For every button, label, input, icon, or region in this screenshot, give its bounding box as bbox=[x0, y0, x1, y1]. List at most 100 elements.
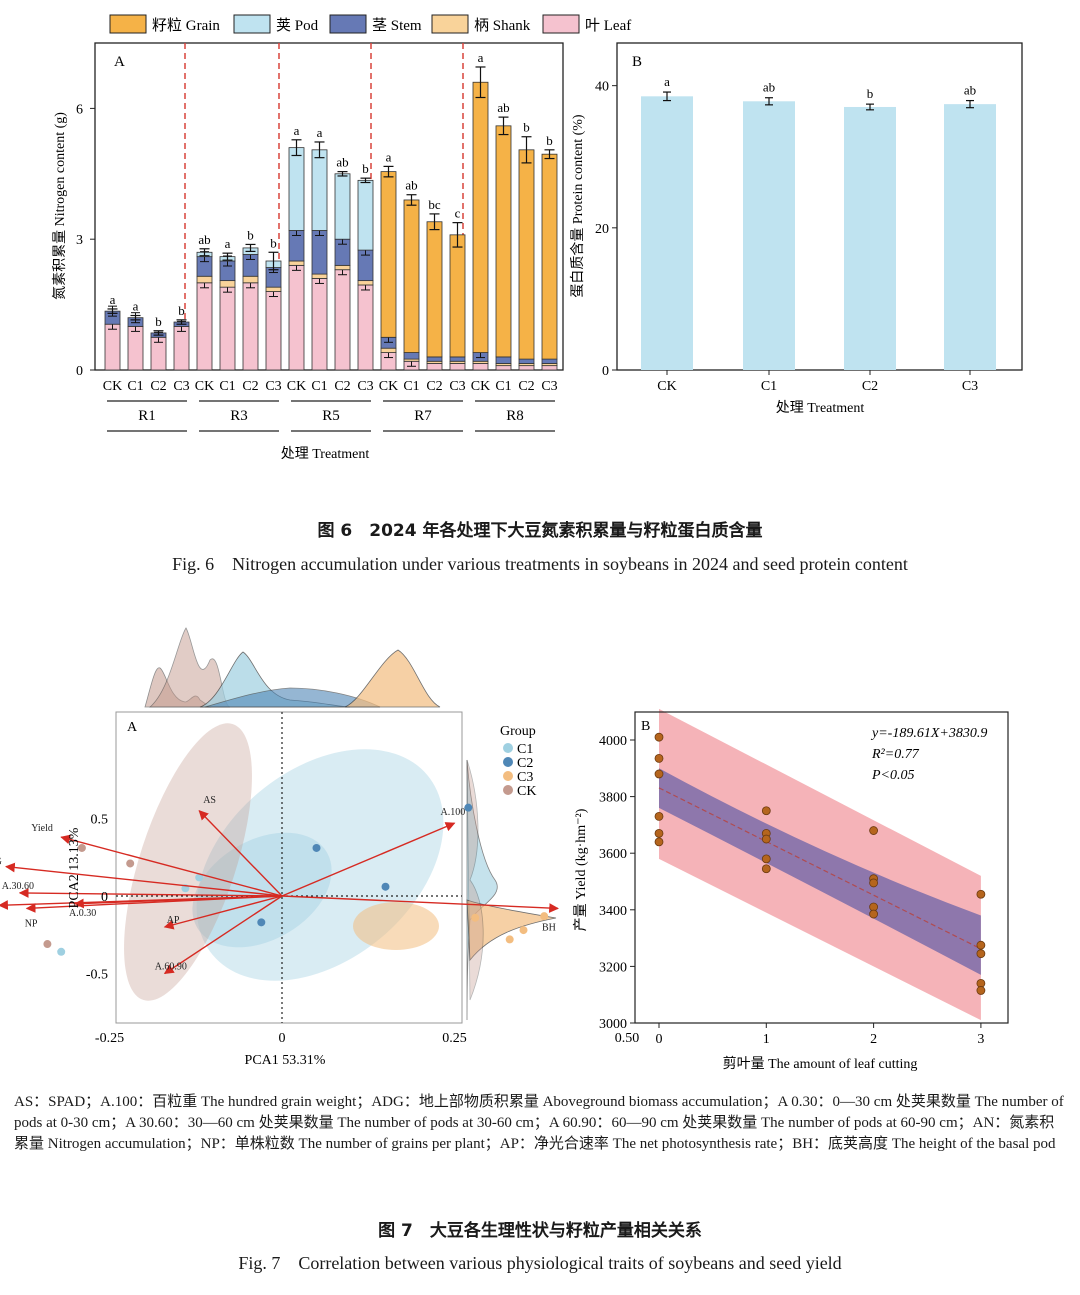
legend-dot-c2 bbox=[503, 757, 513, 767]
vector-label: A.60.90 bbox=[155, 962, 187, 973]
vector-label: ADG bbox=[0, 857, 2, 868]
legend-label: CK bbox=[517, 784, 536, 799]
protein-bar bbox=[641, 96, 693, 370]
y-axis-label: 蛋白质含量 Protein content (%) bbox=[570, 114, 586, 297]
bar-segment-stem bbox=[518, 358, 535, 364]
fig7-panel-a-pca: AASA.100YieldADGA.30.60A.0.30ANNPAPBHA.6… bbox=[0, 627, 639, 1068]
loading-vector bbox=[0, 895, 283, 910]
bar-segment-shank bbox=[380, 347, 397, 353]
legend-swatch bbox=[109, 14, 147, 34]
bar-segment-grain bbox=[403, 199, 420, 353]
significance-letter: b bbox=[155, 314, 162, 329]
x-tick-label: C3 bbox=[265, 379, 281, 394]
legend-swatch bbox=[542, 14, 580, 34]
bar-segment-shank bbox=[288, 260, 305, 266]
data-point bbox=[761, 854, 771, 864]
bar-segment-leaf bbox=[495, 365, 512, 371]
bar-segment-leaf bbox=[449, 363, 466, 371]
protein-bar bbox=[844, 106, 896, 370]
y-tick-label: 0 bbox=[76, 364, 83, 379]
loading-vector bbox=[25, 895, 283, 913]
y-tick-label: -0.5 bbox=[86, 968, 108, 983]
bar-segment-grain bbox=[518, 149, 535, 360]
fig6-caption-cn: 图 6 2024 年各处理下大豆氮素积累量与籽粒蛋白质含量 bbox=[317, 521, 763, 541]
bar-segment-leaf bbox=[265, 291, 282, 371]
stage-label: R8 bbox=[506, 408, 524, 424]
significance-letter: a bbox=[133, 299, 139, 314]
bar-segment-stem bbox=[403, 352, 420, 360]
point-c3 bbox=[519, 926, 528, 935]
data-point bbox=[869, 826, 878, 835]
significance-letter: a bbox=[317, 125, 323, 140]
fig7-caption-en: Fig. 7 Correlation between various physi… bbox=[238, 1253, 842, 1273]
vector-label: NP bbox=[25, 918, 38, 929]
x-tick-label: C2 bbox=[242, 379, 258, 394]
fig6-legend: 籽粒 Grain 荚 Pod 茎 Stem 柄 Shank 叶 Leaf bbox=[109, 14, 631, 34]
legend-swatch bbox=[233, 14, 271, 34]
x-axis-label: 处理 Treatment bbox=[776, 400, 865, 416]
point-ck bbox=[43, 940, 52, 949]
data-point bbox=[654, 837, 664, 847]
significance-letter: b bbox=[523, 120, 530, 135]
bar-segment-shank bbox=[219, 280, 236, 288]
x-axis-label: 处理 Treatment bbox=[281, 446, 370, 462]
bar-segment-shank bbox=[242, 275, 259, 284]
y-tick-label: 6 bbox=[76, 102, 83, 117]
y-tick-label: 0 bbox=[101, 890, 108, 905]
bar-segment-leaf bbox=[127, 325, 144, 371]
x-tick-label: CK bbox=[195, 379, 214, 394]
legend-label: 籽粒 Grain bbox=[152, 17, 220, 34]
data-point bbox=[976, 949, 986, 959]
plot-frame bbox=[634, 711, 1009, 1024]
regression-annotation: R²=0.77 bbox=[871, 747, 920, 762]
bar-segment-leaf bbox=[311, 278, 328, 371]
y-tick-label: 20 bbox=[595, 222, 609, 237]
bar-segment-pod bbox=[357, 179, 374, 251]
panel-label: B bbox=[632, 54, 642, 70]
plot-frame bbox=[616, 42, 1023, 371]
x-tick-label: C2 bbox=[518, 379, 534, 394]
x-tick-label: C2 bbox=[862, 379, 878, 394]
x-axis-label: PCA1 53.31% bbox=[245, 1053, 326, 1068]
legend-label: C3 bbox=[517, 770, 533, 785]
plot-frame bbox=[115, 711, 463, 1024]
point-c3 bbox=[540, 912, 549, 921]
y-tick-label: 3 bbox=[76, 233, 83, 248]
point-c1 bbox=[57, 947, 66, 956]
x-tick-label: 3 bbox=[977, 1032, 984, 1047]
legend-label: 柄 Shank bbox=[474, 17, 531, 34]
x-tick-label: C3 bbox=[541, 379, 557, 394]
stage-label: R1 bbox=[138, 408, 156, 424]
significance-letter: b bbox=[270, 235, 277, 250]
data-point bbox=[761, 864, 771, 874]
stage-label: R3 bbox=[230, 408, 248, 424]
bar-segment-stem bbox=[541, 358, 558, 364]
significance-letter: b bbox=[546, 133, 553, 148]
bar-segment-shank bbox=[265, 286, 282, 292]
point-c2 bbox=[257, 918, 266, 927]
confidence-band bbox=[659, 768, 981, 975]
data-point bbox=[976, 940, 986, 950]
legend-label: C2 bbox=[517, 756, 533, 771]
ellipse-ck bbox=[124, 723, 252, 1001]
significance-letter: a bbox=[478, 50, 484, 65]
y-tick-label: 3000 bbox=[599, 1017, 627, 1032]
significance-letter: ab bbox=[497, 100, 509, 115]
x-tick-label: C1 bbox=[127, 379, 143, 394]
bar-segment-grain bbox=[380, 171, 397, 338]
loading-vector bbox=[163, 895, 283, 975]
bar-segment-stem bbox=[311, 230, 328, 275]
point-c2 bbox=[464, 803, 473, 812]
significance-letter: ab bbox=[198, 232, 210, 247]
x-axis-label: 剪叶量 The amount of leaf cutting bbox=[723, 1056, 918, 1072]
bar-segment-shank bbox=[196, 275, 213, 284]
bar-segment-grain bbox=[472, 81, 489, 353]
x-tick-label: C3 bbox=[962, 379, 978, 394]
bar-segment-leaf bbox=[288, 264, 305, 371]
bar-segment-grain bbox=[541, 153, 558, 360]
fig6-panel-b: B 0 20 40 蛋白质含量 Protein content (%) a CK ab C1 b C… bbox=[570, 42, 1023, 416]
panel-label: A bbox=[127, 720, 138, 735]
bar-segment-leaf bbox=[426, 363, 443, 371]
x-tick-label: CK bbox=[379, 379, 398, 394]
stage-label: R7 bbox=[414, 408, 432, 424]
